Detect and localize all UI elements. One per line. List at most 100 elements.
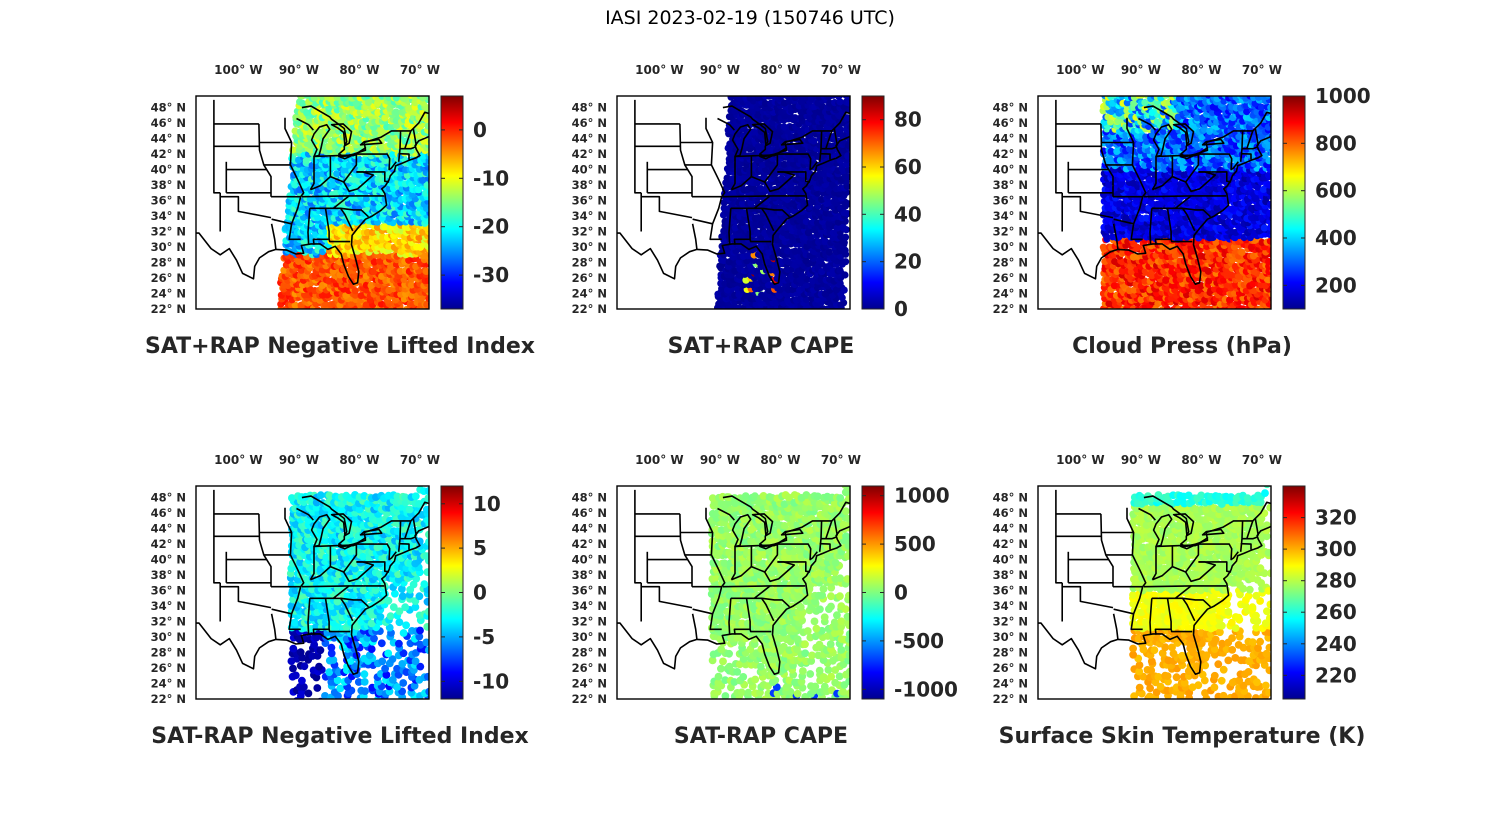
data-point [1122, 214, 1130, 222]
lat-tick-label: 38° N [572, 178, 607, 192]
data-point [423, 181, 429, 189]
lat-tick-label: 44° N [572, 132, 607, 146]
map-frame [195, 95, 430, 310]
data-point [1240, 309, 1247, 316]
state-border [821, 146, 837, 150]
data-point [758, 291, 766, 299]
data-point [841, 233, 850, 241]
data-point [829, 309, 836, 316]
data-point [407, 281, 416, 289]
state-border [730, 156, 736, 191]
map-svg: 100° W 90° W 80° W 70° W48° N46° N44° N42° … [151, 63, 510, 317]
state-border [749, 239, 772, 243]
data-point [395, 310, 402, 317]
data-point [1238, 248, 1246, 256]
data-point [415, 234, 423, 242]
data-point [844, 141, 850, 150]
data-point [767, 309, 774, 316]
data-point [333, 170, 341, 178]
data-point [769, 96, 777, 100]
data-point [1268, 237, 1271, 245]
data-point [403, 171, 411, 179]
state-border [691, 223, 698, 250]
great-lake [780, 138, 804, 146]
data-point [1266, 209, 1271, 217]
state-border [733, 208, 751, 245]
data-point [750, 128, 758, 136]
data-point [408, 218, 416, 226]
data-point [1214, 310, 1221, 317]
map-frame [616, 95, 851, 310]
state-border [404, 130, 412, 149]
great-lake [359, 138, 383, 146]
data-point [310, 96, 318, 102]
data-point [1168, 310, 1175, 317]
data-point [370, 258, 378, 266]
state-border [717, 117, 735, 131]
data-point [1265, 157, 1271, 165]
data-point [1128, 311, 1135, 318]
data-point [362, 301, 370, 309]
data-point [822, 310, 829, 317]
data-point [1253, 311, 1260, 318]
data-point [1162, 310, 1169, 317]
lat-tick-label: 36° N [572, 194, 607, 208]
data-point [325, 104, 333, 112]
data-point [428, 310, 435, 317]
great-lake [731, 123, 752, 158]
data-point [720, 204, 728, 212]
data-point [291, 127, 299, 135]
data-point [727, 96, 735, 101]
data-point [836, 96, 844, 99]
data-point [361, 308, 364, 309]
data-point [1265, 311, 1272, 318]
data-point [750, 308, 754, 309]
data-point [319, 310, 326, 317]
data-point [1269, 276, 1271, 284]
data-point [841, 271, 849, 279]
lat-tick-label: 34° N [572, 209, 607, 223]
data-point [749, 184, 757, 193]
data-point [419, 176, 427, 184]
data-point [1231, 263, 1239, 271]
state-border [356, 153, 397, 171]
data-point [1268, 247, 1271, 255]
data-point [344, 309, 351, 316]
data-point [1265, 257, 1271, 266]
data-point [424, 137, 429, 146]
data-point [1205, 277, 1213, 285]
state-border [679, 123, 693, 197]
data-point [753, 229, 761, 237]
data-point [306, 246, 314, 255]
data-point [1154, 311, 1161, 318]
state-border [398, 152, 410, 160]
data-point [1227, 186, 1235, 194]
data-point [732, 309, 739, 316]
data-point [825, 248, 833, 256]
data-point [298, 99, 307, 107]
lat-tick-label: 48° N [151, 101, 186, 115]
data-point [1110, 282, 1119, 290]
data-point [843, 210, 850, 218]
state-border [705, 117, 726, 241]
data-point [392, 108, 400, 116]
data-point [1202, 309, 1209, 316]
data-point [422, 267, 429, 275]
colorbar [861, 95, 885, 310]
panel-sat-rap-li-plus: 100° W 90° W 80° W 70° W 48° N 46° N 44° N 42° … [100, 58, 580, 378]
lon-tick-label: 80° W [760, 63, 800, 77]
state-border [722, 195, 806, 198]
data-point [429, 266, 436, 273]
great-lake [330, 123, 353, 147]
lat-tick-label: 44° N [151, 132, 186, 146]
data-point [1271, 257, 1278, 264]
state-border [731, 154, 779, 191]
data-point [429, 270, 436, 277]
lat-tick-label: 26° N [572, 271, 607, 285]
data-point [374, 108, 382, 116]
data-point [1250, 287, 1258, 295]
data-point [739, 200, 747, 208]
data-point [1107, 291, 1115, 299]
data-point [1129, 179, 1137, 187]
data-point [764, 281, 773, 289]
